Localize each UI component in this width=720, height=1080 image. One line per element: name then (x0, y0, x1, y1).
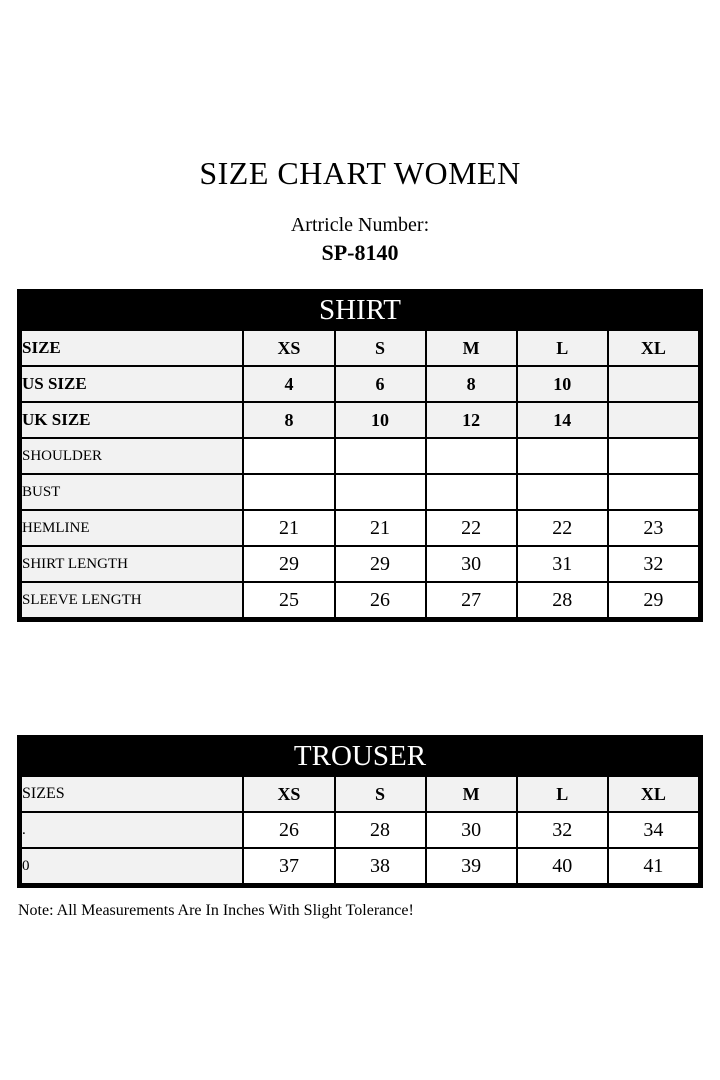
cell-value (333, 473, 427, 511)
cell-value (242, 437, 336, 475)
page-title: SIZE CHART WOMEN (199, 155, 521, 191)
row-label: 0 (19, 847, 245, 885)
article-number-value: SP-8140 (321, 240, 399, 265)
cell-value: 31 (515, 545, 609, 583)
cell-value: 34 (606, 811, 701, 849)
cell-value: 21 (333, 509, 427, 547)
cell-value: 10 (333, 401, 427, 439)
cell-value (333, 437, 427, 475)
trouser-table-banner: TROUSER (20, 738, 700, 775)
cell-value: 22 (424, 509, 518, 547)
cell-value (606, 437, 701, 475)
cell-value (606, 401, 701, 439)
cell-value: 10 (515, 365, 609, 403)
cell-value: 8 (424, 365, 518, 403)
shirt-table-banner: SHIRT (20, 292, 700, 329)
cell-value: 4 (242, 365, 336, 403)
cell-value: 28 (515, 581, 609, 619)
cell-value: 12 (424, 401, 518, 439)
table-row: US SIZE 4 6 8 10 (19, 365, 701, 403)
table-row: SHOULDER (19, 437, 701, 475)
cell-value: 41 (606, 847, 701, 885)
row-label: SHIRT LENGTH (19, 545, 245, 583)
cell-value: 32 (606, 545, 701, 583)
cell-value (515, 473, 609, 511)
row-label: BUST (19, 473, 245, 511)
row-label: . (19, 811, 245, 849)
cell-value: 30 (424, 811, 518, 849)
shirt-table-grid: SIZE XS S M L XL US SIZE 4 6 8 10 UK SIZE 8 10 12 14 SHO… (19, 329, 701, 619)
cell-value: 27 (424, 581, 518, 619)
cell-value: 30 (424, 545, 518, 583)
cell-value: XL (606, 775, 701, 813)
row-label: HEMLINE (19, 509, 245, 547)
row-label: SLEEVE LENGTH (19, 581, 245, 619)
table-row: HEMLINE 21 21 22 22 23 (19, 509, 701, 547)
cell-value: 26 (242, 811, 336, 849)
trouser-size-table: TROUSER SIZES XS S M L XL. 26 28 30 32 34 0 37 38 39 40… (17, 735, 703, 888)
cell-value: M (424, 775, 518, 813)
trouser-table-grid: SIZES XS S M L XL. 26 28 30 32 34 0 37 38 39 40 41 (19, 775, 701, 885)
cell-value: 23 (606, 509, 701, 547)
cell-value: 37 (242, 847, 336, 885)
cell-value: 14 (515, 401, 609, 439)
table-row: 0 37 38 39 40 41 (19, 847, 701, 885)
cell-value (424, 437, 518, 475)
cell-value (606, 473, 701, 511)
row-label: US SIZE (19, 365, 245, 403)
table-row: UK SIZE 8 10 12 14 (19, 401, 701, 439)
cell-value: 38 (333, 847, 427, 885)
cell-value: 26 (333, 581, 427, 619)
cell-value: XS (242, 775, 336, 813)
article-number-label: Artricle Number: (290, 214, 430, 236)
cell-value (242, 473, 336, 511)
cell-value (606, 365, 701, 403)
cell-value: S (333, 329, 427, 367)
cell-value: 22 (515, 509, 609, 547)
cell-value: 29 (333, 545, 427, 583)
row-label: UK SIZE (19, 401, 245, 439)
cell-value: 25 (242, 581, 336, 619)
cell-value: 29 (606, 581, 701, 619)
cell-value: 32 (515, 811, 609, 849)
table-row: SIZE XS S M L XL (19, 329, 701, 367)
cell-value: 21 (242, 509, 336, 547)
cell-value (515, 437, 609, 475)
cell-value: M (424, 329, 518, 367)
table-row: SLEEVE LENGTH 25 26 27 28 29 (19, 581, 701, 619)
table-row: . 26 28 30 32 34 (19, 811, 701, 849)
table-row: BUST (19, 473, 701, 511)
measurement-note: Note: All Measurements Are In Inches Wit… (18, 902, 414, 919)
cell-value: L (515, 775, 609, 813)
table-row: SHIRT LENGTH 29 29 30 31 32 (19, 545, 701, 583)
row-label: SHOULDER (19, 437, 245, 475)
row-label: SIZES (19, 775, 245, 813)
shirt-size-table: SHIRT SIZE XS S M L XL US SIZE 4 6 8 10 UK SIZE 8 10 1… (17, 289, 703, 622)
cell-value (424, 473, 518, 511)
cell-value: 40 (515, 847, 609, 885)
row-label: SIZE (19, 329, 245, 367)
cell-value: S (333, 775, 427, 813)
cell-value: L (515, 329, 609, 367)
cell-value: XS (242, 329, 336, 367)
cell-value: 39 (424, 847, 518, 885)
cell-value: XL (606, 329, 701, 367)
cell-value: 6 (333, 365, 427, 403)
table-row: SIZES XS S M L XL (19, 775, 701, 813)
cell-value: 28 (333, 811, 427, 849)
cell-value: 29 (242, 545, 336, 583)
cell-value: 8 (242, 401, 336, 439)
